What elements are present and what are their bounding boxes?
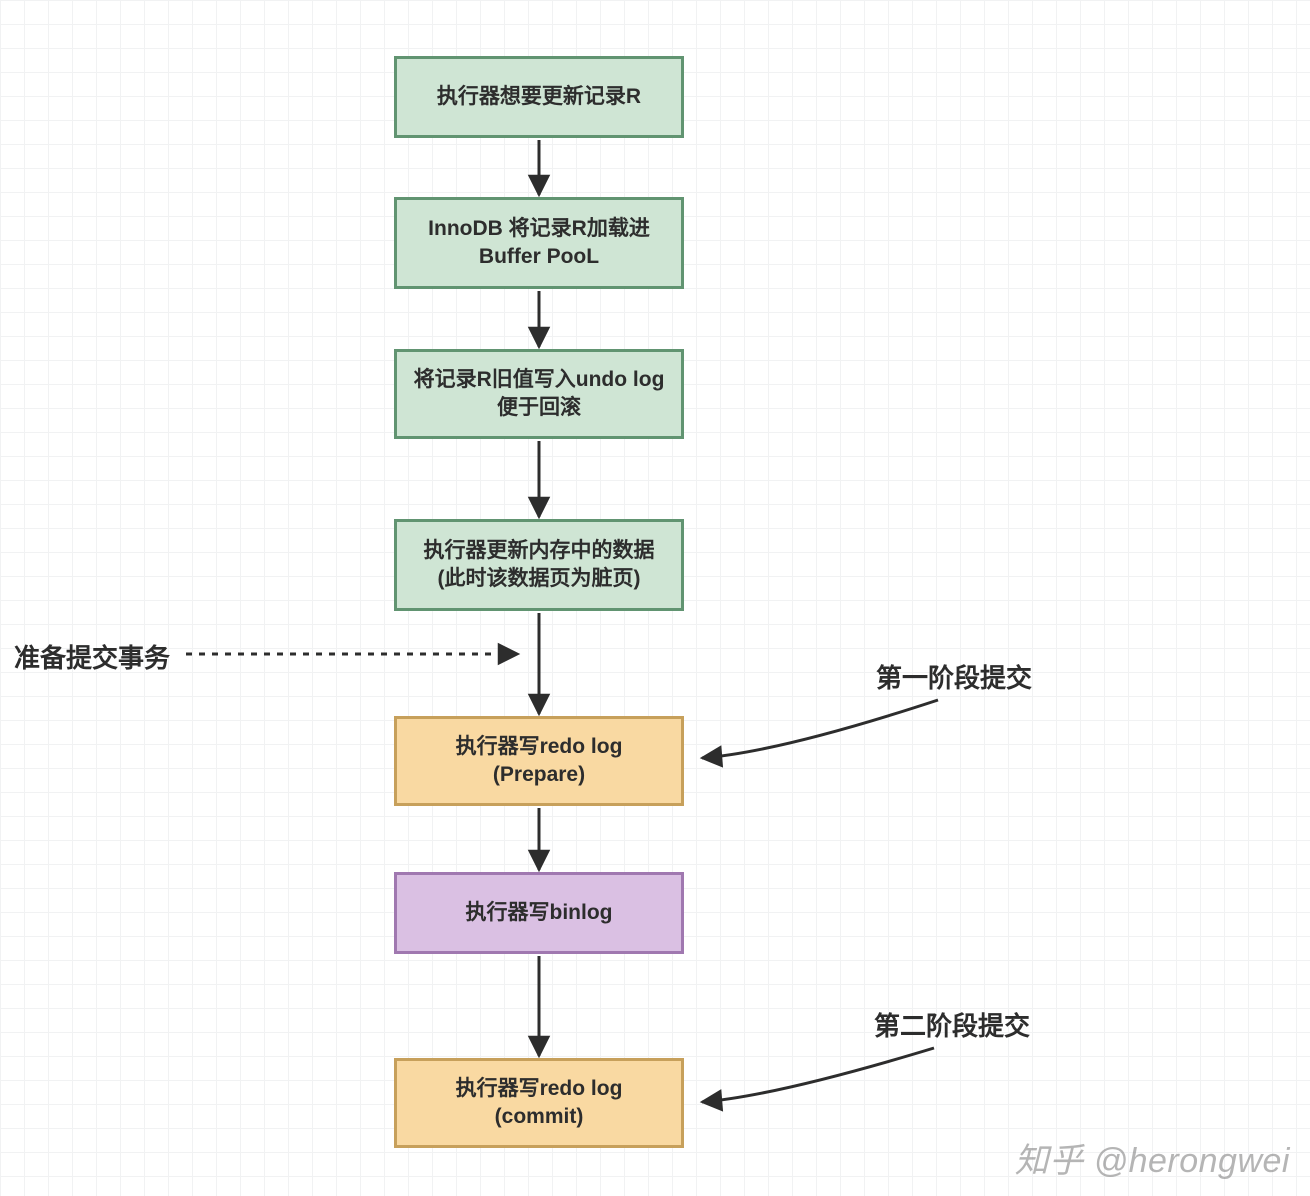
watermark: 知乎 @herongwei [1015,1133,1290,1182]
flow-node-n2: InnoDB 将记录R加载进 Buffer PooL [394,197,684,289]
annotation-label-l1: 准备提交事务 [14,638,170,675]
diagram-canvas: 执行器想要更新记录R InnoDB 将记录R加载进 Buffer PooL 将记录R… [0,0,1310,1196]
annotation-label-l3: 第二阶段提交 [874,1006,1030,1043]
flow-node-n7: 执行器写redo log (commit) [394,1058,684,1148]
flow-node-n4: 执行器更新内存中的数据 (此时该数据页为脏页) [394,519,684,611]
flow-node-n3: 将记录R旧值写入undo log 便于回滚 [394,349,684,439]
flow-node-n1: 执行器想要更新记录R [394,56,684,138]
flow-node-n6: 执行器写binlog [394,872,684,954]
annotation-label-l2: 第一阶段提交 [876,658,1032,695]
flow-node-n5: 执行器写redo log (Prepare) [394,716,684,806]
